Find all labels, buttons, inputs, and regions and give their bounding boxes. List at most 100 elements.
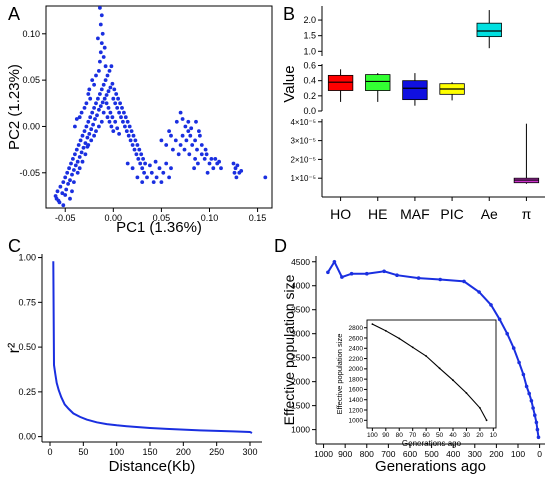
y-tick-label: 1×10⁻⁵	[290, 174, 316, 183]
inset-data-point	[371, 323, 374, 325]
data-point	[103, 64, 108, 69]
data-point	[61, 203, 66, 208]
data-point	[211, 166, 216, 171]
data-point	[98, 50, 103, 55]
data-point	[89, 138, 94, 143]
y-axis-label: PC2 (1.23%)	[6, 64, 23, 150]
data-point	[115, 106, 120, 110]
inset-x-tick-label: 70	[409, 432, 417, 439]
data-point	[119, 115, 123, 120]
data-point	[73, 163, 78, 168]
data-point	[90, 110, 95, 115]
data-point	[117, 132, 121, 136]
inset-data-point	[465, 392, 468, 394]
data-point	[183, 124, 188, 129]
data-point	[157, 166, 162, 171]
data-point	[67, 166, 71, 171]
x-tick-label: 800	[360, 449, 374, 459]
data-point	[529, 399, 534, 403]
y-tick-label: 1.5	[303, 31, 316, 41]
data-point	[86, 119, 91, 124]
data-point	[263, 175, 268, 180]
panel-a-scatter: A-0.05 0.00 0.05 0.10 0.15-0.050.000.050.10P…	[6, 4, 273, 236]
data-point	[97, 124, 101, 129]
data-point	[78, 138, 83, 143]
data-point	[73, 152, 77, 157]
y-tick-label: 0.0	[303, 106, 316, 116]
data-point	[115, 126, 120, 131]
data-point	[122, 110, 126, 115]
data-point	[76, 143, 81, 147]
data-point	[64, 187, 69, 192]
data-point	[531, 406, 535, 410]
data-point	[110, 115, 115, 120]
data-point	[86, 92, 91, 96]
data-point	[68, 178, 72, 183]
series-line	[52, 261, 253, 434]
y-tick-label: 1.00	[18, 253, 36, 263]
inset-y-tick-label: 2400	[349, 346, 364, 353]
data-point	[101, 55, 106, 59]
box-iqr-MAF	[402, 80, 428, 101]
data-point	[533, 413, 537, 418]
data-point	[109, 64, 114, 69]
data-point	[98, 22, 103, 27]
data-point	[149, 170, 154, 175]
data-point	[180, 133, 185, 138]
y-tick-label: 2500	[291, 353, 310, 363]
x-category-label: HO	[330, 206, 351, 222]
data-point	[382, 269, 386, 274]
data-point	[105, 73, 110, 78]
data-point	[111, 96, 116, 101]
data-point	[161, 170, 166, 175]
data-point	[104, 101, 109, 106]
panel-label-d: D	[274, 236, 287, 256]
data-point	[182, 147, 187, 152]
data-point	[124, 129, 129, 134]
inset-x-tick-label: 20	[476, 432, 484, 439]
x-tick-label: 50	[78, 447, 88, 457]
data-point	[84, 124, 89, 129]
data-point	[74, 117, 79, 121]
data-point	[462, 279, 466, 284]
x-category-label: PIC	[440, 206, 463, 222]
y-tick-label: 4500	[291, 257, 310, 267]
data-point	[143, 161, 148, 166]
data-point	[71, 157, 75, 161]
data-point	[140, 166, 145, 171]
data-point	[82, 106, 87, 110]
data-point	[204, 152, 209, 157]
data-point	[106, 89, 111, 94]
y-tick-label: 4×10⁻⁵	[290, 118, 316, 127]
data-point	[207, 161, 212, 166]
box-iqr-Ae	[476, 22, 502, 38]
data-point	[94, 73, 98, 78]
data-point	[141, 157, 146, 161]
y-tick-label: 0.00	[22, 121, 40, 131]
data-point	[108, 85, 113, 90]
y-tick-label: 2000	[291, 377, 310, 387]
y-tick-label: 2×10⁻⁵	[290, 155, 316, 164]
data-point	[148, 163, 152, 168]
data-point	[125, 119, 130, 124]
data-point	[112, 87, 117, 92]
data-point	[135, 175, 140, 180]
y-tick-label: 0.75	[18, 297, 36, 307]
data-point	[190, 143, 195, 147]
y-axis-label: Value	[281, 65, 298, 102]
data-point	[101, 82, 106, 87]
inset-x-tick-label: 60	[423, 432, 431, 439]
inset-y-tick-label: 1600	[349, 387, 364, 394]
x-category-label: MAF	[400, 206, 430, 222]
data-point	[205, 170, 210, 175]
data-point	[98, 59, 102, 64]
panel-label-c: C	[8, 236, 21, 256]
data-point	[135, 143, 140, 147]
inset-y-tick-label: 2800	[349, 325, 364, 332]
data-point	[136, 157, 141, 161]
data-point	[133, 138, 138, 143]
data-point	[159, 138, 164, 143]
y-tick-label: 0.50	[18, 342, 36, 352]
inset-chart: 100 90 80 70 60 50 40 30 20 10 1000 1200 1400 1600 180…	[335, 319, 497, 448]
